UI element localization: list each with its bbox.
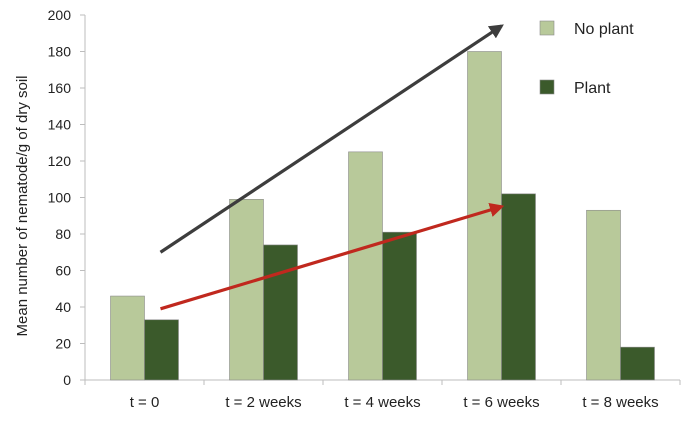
x-tick-label: t = 4 weeks — [344, 394, 420, 411]
bars — [110, 51, 655, 381]
y-tick-label: 120 — [48, 153, 72, 169]
legend: No plant Plant — [539, 20, 634, 97]
x-tick-label: t = 0 — [130, 394, 160, 411]
y-tick-label: 180 — [48, 44, 72, 60]
y-tick-label: 20 — [55, 336, 71, 352]
bar-no-plant-t-2-weeks — [229, 199, 264, 381]
legend-swatch-plant — [539, 79, 555, 95]
trend-arrows — [159, 24, 505, 311]
y-tick-label: 0 — [63, 372, 71, 388]
legend-label-plant: Plant — [574, 80, 611, 97]
y-axis-title: Mean number of nematode/g of dry soil — [14, 76, 31, 337]
legend-swatch-no-plant — [539, 20, 555, 36]
plant-trend-arrow — [160, 203, 505, 311]
x-tick-label: t = 6 weeks — [463, 394, 539, 411]
y-tick-label: 160 — [48, 80, 72, 96]
bar-plant-t-2-weeks — [263, 244, 298, 381]
legend-label-no-plant: No plant — [574, 21, 634, 38]
bar-plant-t-4-weeks — [382, 231, 417, 381]
bar-plant-t-8-weeks — [620, 346, 655, 381]
y-tick-label: 40 — [55, 299, 71, 315]
x-axis: t = 0 t = 2 weeks t = 4 weeks t = 6 weeks t … — [84, 379, 681, 411]
bar-no-plant-t-4-weeks — [348, 151, 383, 381]
x-tick-label: t = 2 weeks — [225, 394, 301, 411]
x-tick-label: t = 8 weeks — [582, 394, 658, 411]
y-tick-label: 140 — [48, 117, 72, 133]
y-axis: 0 20 40 60 80 100 120 140 160 180 200 — [48, 7, 86, 388]
bar-no-plant-t-8-weeks — [586, 209, 621, 381]
y-tick-label: 60 — [55, 263, 71, 279]
bar-plant-t-6-weeks — [501, 193, 536, 381]
bar-plant-t-0 — [144, 319, 179, 381]
y-tick-label: 200 — [48, 7, 72, 23]
y-tick-label: 100 — [48, 190, 72, 206]
no-plant-trend-arrow — [159, 24, 504, 254]
bar-no-plant-t-0 — [110, 295, 145, 381]
y-tick-label: 80 — [55, 226, 71, 242]
